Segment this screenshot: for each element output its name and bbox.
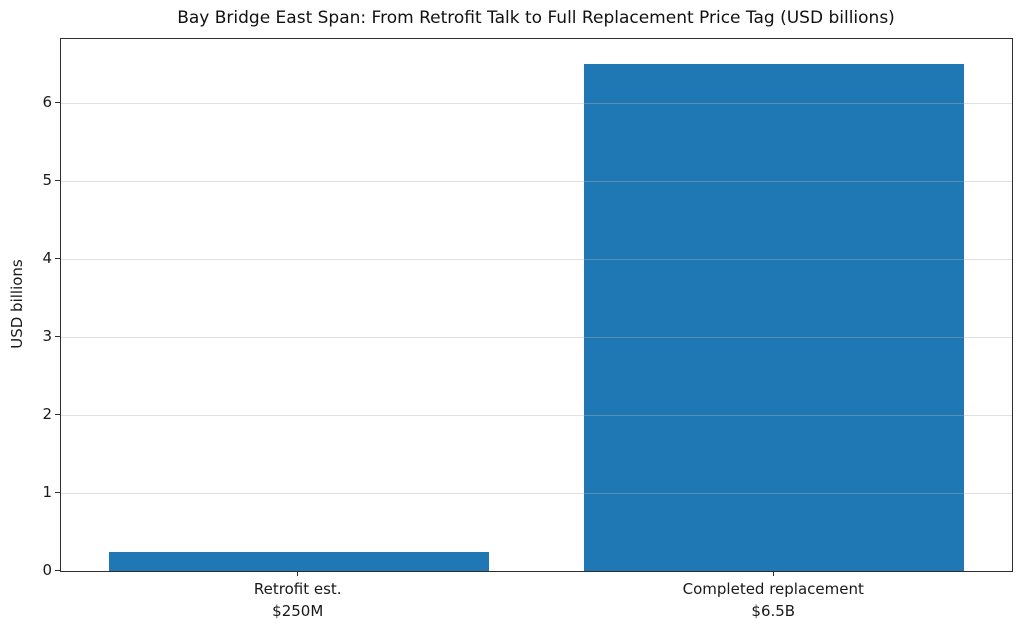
- y-tick-label-5: 5: [42, 171, 52, 190]
- y-tick-label-3: 3: [42, 327, 52, 346]
- y-tick-mark-5: [55, 179, 60, 181]
- y-tick-mark-6: [55, 101, 60, 103]
- x-tick-label-0: Retrofit est. $250M: [253, 580, 342, 620]
- y-tick-label-1: 1: [42, 483, 52, 502]
- gridline-y6: [61, 102, 1012, 104]
- y-tick-mark-0: [55, 569, 60, 571]
- y-tick-label-2: 2: [42, 405, 52, 424]
- gridline-y3: [61, 336, 1012, 338]
- x-tick-mark-0: [297, 571, 299, 576]
- y-tick-mark-4: [55, 257, 60, 259]
- plot-area: [60, 38, 1013, 572]
- bar-0: [108, 551, 489, 571]
- x-tick-mark-1: [772, 571, 774, 576]
- y-tick-label-0: 0: [42, 561, 52, 579]
- y-tick-label-4: 4: [42, 249, 52, 268]
- gridline-y5: [61, 180, 1012, 182]
- y-tick-mark-3: [55, 335, 60, 337]
- y-tick-mark-1: [55, 491, 60, 493]
- chart-title: Bay Bridge East Span: From Retrofit Talk…: [177, 8, 895, 28]
- bar-1: [584, 64, 965, 571]
- gridline-y4: [61, 258, 1012, 260]
- x-tick-label-1: Completed replacement $6.5B: [682, 580, 864, 620]
- gridline-y2: [61, 414, 1012, 416]
- gridline-y1: [61, 492, 1012, 494]
- y-tick-mark-2: [55, 413, 60, 415]
- y-tick-label-6: 6: [42, 93, 52, 112]
